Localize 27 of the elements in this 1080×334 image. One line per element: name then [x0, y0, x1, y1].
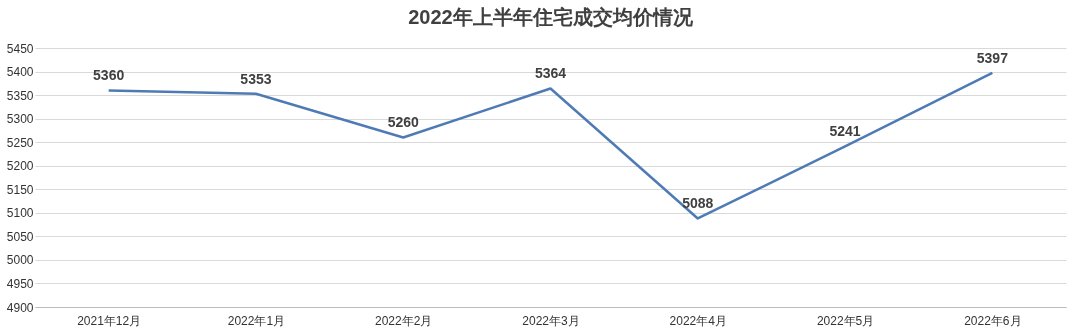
- y-tick-label: 5450: [6, 41, 34, 56]
- x-tick-label: 2022年2月: [375, 313, 433, 328]
- y-tick-label: 5100: [6, 206, 34, 221]
- x-tick-label: 2022年3月: [522, 313, 580, 328]
- y-tick-label: 5200: [6, 159, 34, 174]
- data-label: 5397: [976, 49, 1009, 66]
- x-tick-label: 2021年12月: [77, 313, 142, 328]
- x-tick-label: 2022年5月: [816, 313, 875, 328]
- y-tick-label: 4900: [6, 300, 34, 315]
- y-tick-label: 4950: [6, 276, 34, 291]
- y-tick-label: 5050: [6, 229, 34, 244]
- y-tick-label: 5350: [6, 88, 34, 103]
- y-tick-label: 5150: [6, 182, 34, 197]
- x-tick-label: 2022年6月: [964, 313, 1022, 328]
- data-label: 5260: [387, 114, 419, 131]
- x-tick-label: 2022年4月: [669, 313, 727, 328]
- data-label: 5360: [93, 67, 125, 84]
- x-tick-label: 2022年1月: [227, 313, 286, 328]
- data-label: 5353: [240, 70, 272, 87]
- y-tick-label: 5400: [6, 65, 34, 80]
- data-label: 5088: [682, 195, 714, 212]
- y-tick-label: 5250: [6, 135, 34, 150]
- y-tick-label: 5300: [6, 112, 34, 127]
- data-label: 5364: [534, 65, 567, 82]
- chart-title: 2022年上半年住宅成交均价情况: [408, 6, 694, 28]
- data-label: 5241: [829, 123, 861, 140]
- y-tick-label: 5000: [6, 253, 34, 268]
